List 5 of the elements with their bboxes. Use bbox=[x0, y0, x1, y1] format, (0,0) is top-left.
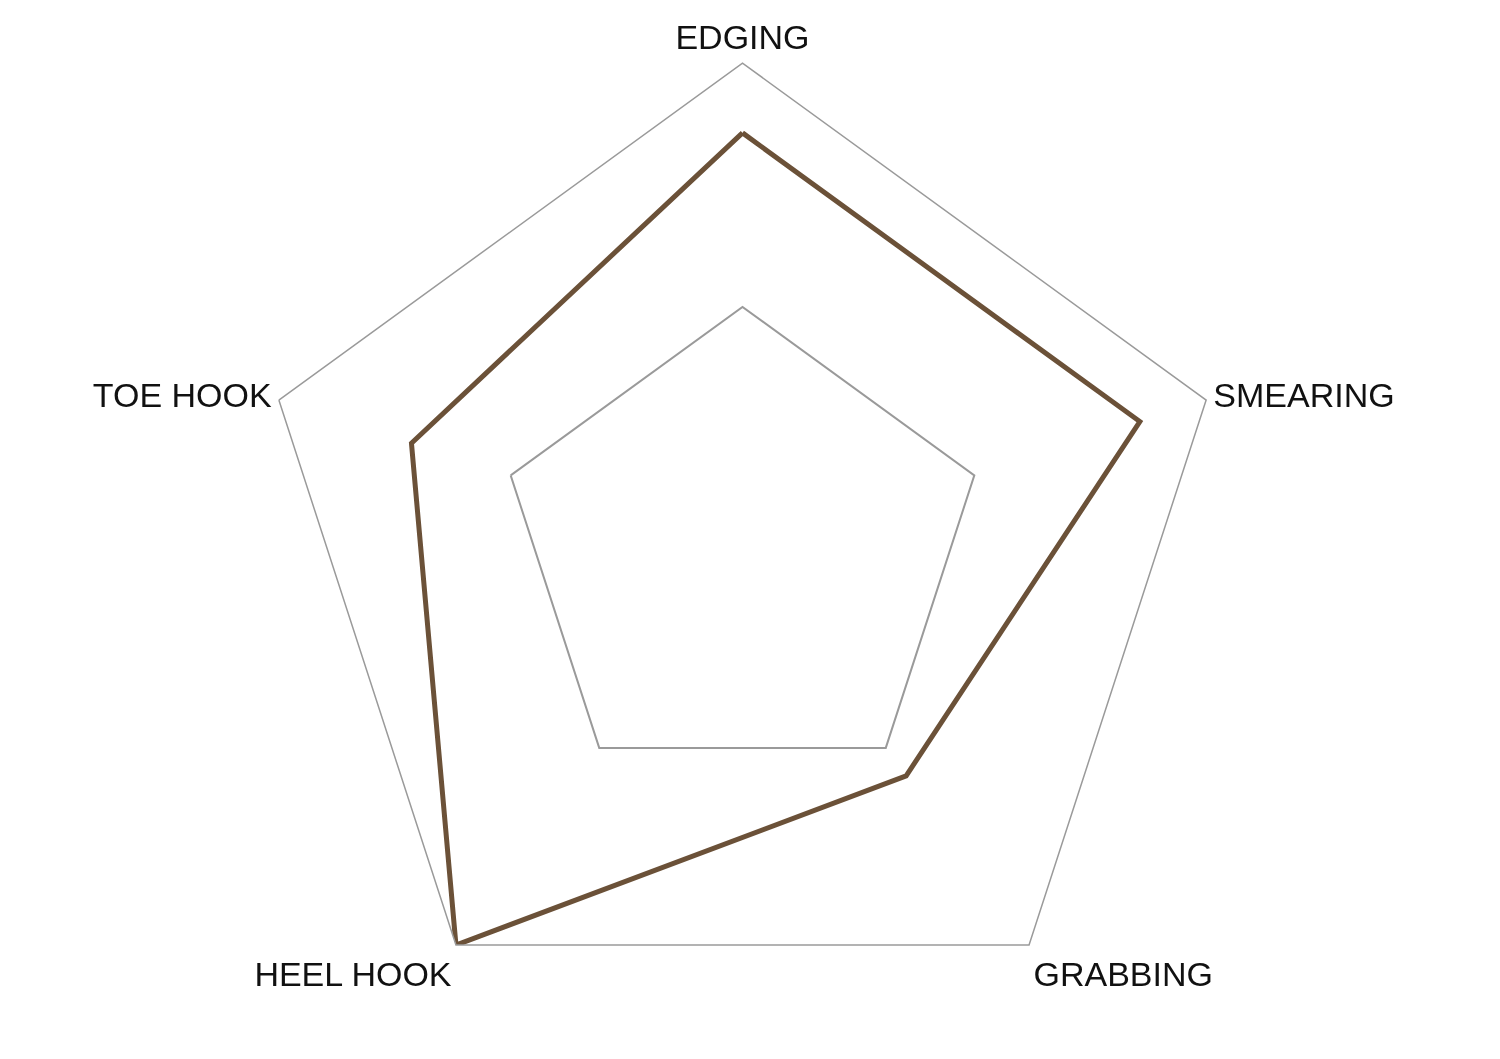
spoke-label: EDGING bbox=[675, 17, 810, 56]
spoke-label: GRABBING bbox=[1033, 954, 1213, 993]
spoke-label: HEEL HOOK bbox=[254, 954, 452, 993]
spoke-label: TOE HOOK bbox=[92, 375, 272, 414]
spoke-label: SMEARING bbox=[1213, 375, 1395, 414]
